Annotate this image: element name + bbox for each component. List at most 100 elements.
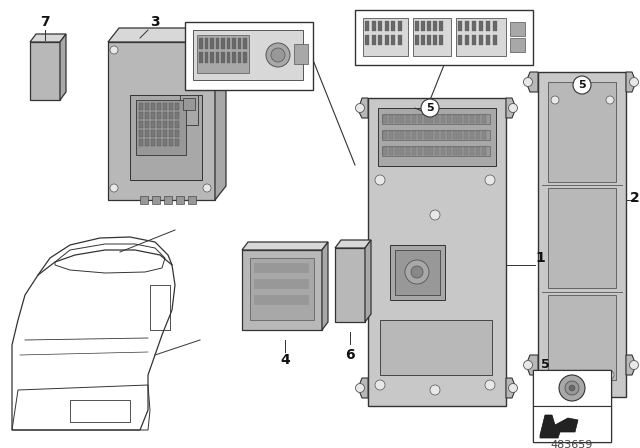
Bar [548,188,616,288]
Bar [197,35,249,73]
Bar [151,139,155,146]
Polygon shape [242,250,322,330]
Bar [145,139,149,146]
Polygon shape [108,42,215,200]
Polygon shape [526,72,538,92]
Bar [163,130,167,137]
Bar [452,131,456,139]
Bar [355,10,533,65]
Bar [254,263,309,273]
Bar [157,121,161,128]
Bar [250,258,314,320]
Text: 5: 5 [426,103,434,113]
Text: 4: 4 [280,353,290,367]
Bar [145,112,149,119]
Circle shape [509,383,518,392]
Bar [371,35,376,45]
Circle shape [430,210,440,220]
Bar [415,35,419,45]
Bar [164,196,172,204]
Bar [406,147,410,155]
Bar [391,35,395,45]
Bar [163,139,167,146]
Bar [397,35,401,45]
Bar [418,131,422,139]
Bar [433,21,437,31]
Bar [413,18,451,56]
Bar [216,52,219,63]
Bar [447,147,451,155]
Bar [538,72,626,397]
Polygon shape [540,415,578,438]
Bar [397,21,401,31]
Bar [169,103,173,110]
Circle shape [573,76,591,94]
Bar [221,52,225,63]
Bar [406,131,410,139]
Bar [382,114,490,124]
Bar [365,21,369,31]
Bar [254,295,309,305]
Circle shape [485,175,495,185]
Bar [176,196,184,204]
Bar [210,38,214,49]
Circle shape [355,383,365,392]
Bar [401,147,404,155]
Bar [447,115,451,123]
Circle shape [110,184,118,192]
Bar [441,131,445,139]
Circle shape [524,78,532,86]
Bar [389,131,393,139]
Bar [435,115,439,123]
Bar [371,21,376,31]
Bar [429,115,433,123]
Bar [389,115,393,123]
Bar [268,263,278,315]
Text: 1: 1 [535,251,545,265]
Bar [151,112,155,119]
Bar [465,21,469,31]
Bar [486,35,490,45]
Bar [441,115,445,123]
Polygon shape [108,28,226,42]
Bar [227,38,230,49]
Bar [382,146,490,156]
Circle shape [355,103,365,112]
Polygon shape [60,34,66,100]
Bar [395,147,399,155]
Polygon shape [506,98,516,118]
Bar [232,52,236,63]
Text: 7: 7 [40,15,50,29]
Polygon shape [365,240,371,322]
Polygon shape [335,248,365,322]
Bar [383,131,387,139]
Bar [145,103,149,110]
Bar [479,35,483,45]
Polygon shape [215,28,226,200]
Bar [157,112,161,119]
Text: 5: 5 [578,80,586,90]
Bar [418,115,422,123]
Circle shape [509,103,518,112]
Bar [439,21,443,31]
Bar [385,21,388,31]
Bar [427,21,431,31]
Bar [378,108,496,166]
Circle shape [266,43,290,67]
Bar [458,115,462,123]
Bar [175,112,179,119]
Bar [412,147,416,155]
Bar [435,147,439,155]
Bar [415,21,419,31]
Polygon shape [626,72,636,92]
Bar [175,103,179,110]
Circle shape [606,371,614,379]
Circle shape [569,385,575,391]
Bar [365,35,369,45]
Bar [378,21,382,31]
Bar [510,22,525,36]
Circle shape [430,385,440,395]
Bar [472,21,476,31]
Bar [510,38,525,52]
Bar [395,131,399,139]
